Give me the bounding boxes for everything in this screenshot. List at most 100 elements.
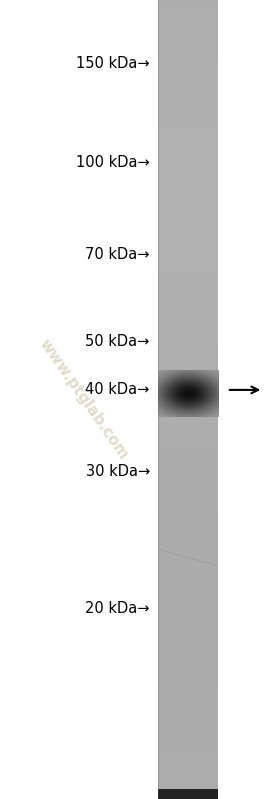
Bar <box>158 313 218 317</box>
Bar <box>158 750 218 753</box>
Bar <box>158 159 218 162</box>
Bar <box>158 463 218 466</box>
Bar <box>158 774 218 777</box>
Bar <box>158 223 218 226</box>
Bar <box>158 457 218 461</box>
Bar <box>158 718 218 721</box>
Bar <box>158 742 218 745</box>
Bar <box>158 436 218 439</box>
Bar <box>158 292 218 296</box>
Bar <box>158 356 218 360</box>
Bar <box>158 252 218 256</box>
Bar <box>158 577 218 581</box>
Bar <box>158 332 218 336</box>
Bar <box>158 548 218 551</box>
Bar <box>158 141 218 144</box>
Bar <box>158 125 218 128</box>
Bar <box>158 383 218 386</box>
Bar <box>158 87 218 90</box>
Bar <box>158 702 218 706</box>
Bar <box>158 489 218 493</box>
Bar <box>158 97 218 101</box>
Bar <box>158 10 218 14</box>
Bar <box>158 511 218 514</box>
Bar <box>158 447 218 450</box>
Bar <box>158 55 218 58</box>
Bar <box>158 740 218 743</box>
Bar <box>158 505 218 509</box>
Bar <box>158 197 218 200</box>
Bar <box>158 559 218 562</box>
Bar <box>158 15 218 18</box>
Bar <box>158 183 218 186</box>
Bar <box>158 149 218 152</box>
Bar <box>158 790 218 793</box>
Bar <box>158 788 218 791</box>
Bar <box>158 684 218 687</box>
Bar <box>158 45 218 48</box>
Bar <box>158 710 218 714</box>
Bar <box>158 761 218 765</box>
Bar <box>158 614 218 618</box>
Bar <box>158 137 218 141</box>
Bar <box>158 396 218 400</box>
Bar <box>158 207 218 210</box>
Bar <box>158 513 218 517</box>
Bar <box>158 377 218 381</box>
Bar <box>158 420 218 423</box>
Text: www.ptglab.com: www.ptglab.com <box>37 336 131 463</box>
Bar <box>158 201 218 205</box>
Bar <box>158 556 218 559</box>
Bar <box>158 407 218 410</box>
Bar <box>158 444 218 447</box>
Bar <box>158 713 218 717</box>
Bar <box>158 343 218 346</box>
Bar <box>158 660 218 663</box>
Bar <box>158 628 218 631</box>
Bar <box>158 393 218 397</box>
Bar <box>158 175 218 178</box>
Bar <box>158 516 218 519</box>
Bar <box>158 74 218 78</box>
Text: 50 kDa→: 50 kDa→ <box>85 335 150 349</box>
Bar <box>158 324 218 328</box>
Bar <box>158 617 218 621</box>
Bar <box>158 537 218 541</box>
Bar <box>158 425 218 429</box>
Bar <box>158 785 218 789</box>
Bar <box>158 433 218 437</box>
Bar <box>158 449 218 453</box>
Bar <box>158 311 218 314</box>
Bar <box>158 692 218 695</box>
Text: 70 kDa→: 70 kDa→ <box>85 247 150 261</box>
Bar <box>158 281 218 285</box>
Text: 40 kDa→: 40 kDa→ <box>85 383 150 397</box>
Bar <box>158 455 218 458</box>
Bar <box>158 161 218 165</box>
Bar <box>158 93 218 96</box>
Bar <box>158 641 218 645</box>
Bar <box>158 58 218 62</box>
Bar <box>158 519 218 522</box>
Bar <box>158 121 218 125</box>
Bar <box>158 391 218 394</box>
Bar <box>158 503 218 506</box>
Bar <box>158 231 218 234</box>
Bar <box>158 7 218 10</box>
Bar <box>158 308 218 312</box>
Bar <box>158 18 218 22</box>
Bar <box>158 551 218 554</box>
Bar <box>158 572 218 575</box>
Bar <box>158 359 218 362</box>
Bar <box>158 495 218 498</box>
Bar <box>158 654 218 658</box>
Bar <box>158 782 218 785</box>
Bar <box>158 385 218 389</box>
Bar <box>158 215 218 218</box>
Bar <box>158 721 218 725</box>
Bar <box>158 561 218 565</box>
Bar <box>158 143 218 146</box>
Bar <box>158 305 218 309</box>
Bar <box>158 361 218 365</box>
Text: 150 kDa→: 150 kDa→ <box>76 57 150 71</box>
